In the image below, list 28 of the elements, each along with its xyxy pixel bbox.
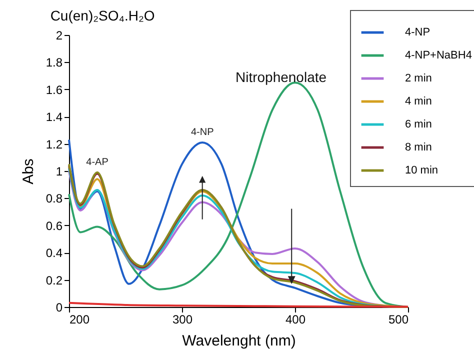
y-tick-label: 0.2 (46, 273, 63, 288)
y-tick-label: 0 (56, 300, 63, 314)
y-tick-label: 0.6 (46, 218, 63, 233)
y-tick-label: 1.6 (46, 82, 63, 97)
annotation: 4-AP (86, 156, 109, 168)
legend-label: 2 min (405, 72, 432, 84)
annotation: 4-NP (190, 127, 214, 138)
x-axis-title: Wavelenght (nm) (182, 332, 296, 350)
y-tick-label: 1.2 (46, 137, 63, 152)
legend-label: 8 min (405, 142, 432, 154)
legend-label: 4 min (405, 96, 432, 108)
x-tick-label: 200 (70, 312, 90, 326)
y-tick-label: 0.8 (46, 192, 63, 206)
x-tick-label: 300 (172, 312, 193, 326)
y-tick-label: 2 (56, 28, 63, 42)
y-tick-label: 1.4 (46, 110, 63, 124)
x-tick-label: 400 (285, 312, 306, 326)
y-tick-label: 0.4 (46, 246, 63, 260)
legend-label: 4-NP+NaBH4 (405, 50, 472, 62)
x-tick-label: 500 (388, 312, 409, 326)
y-tick-label: 1 (56, 164, 63, 178)
legend-label: 10 min (405, 164, 438, 176)
annotation: Nitrophenolate (235, 69, 327, 85)
legend-label: 4-NP (405, 26, 430, 38)
chart-title: Cu(en)₂SO₄.H₂O (50, 8, 155, 24)
y-axis-title: Abs (20, 158, 37, 184)
y-tick-label: 1.8 (46, 56, 63, 70)
legend-label: 6 min (405, 118, 432, 130)
